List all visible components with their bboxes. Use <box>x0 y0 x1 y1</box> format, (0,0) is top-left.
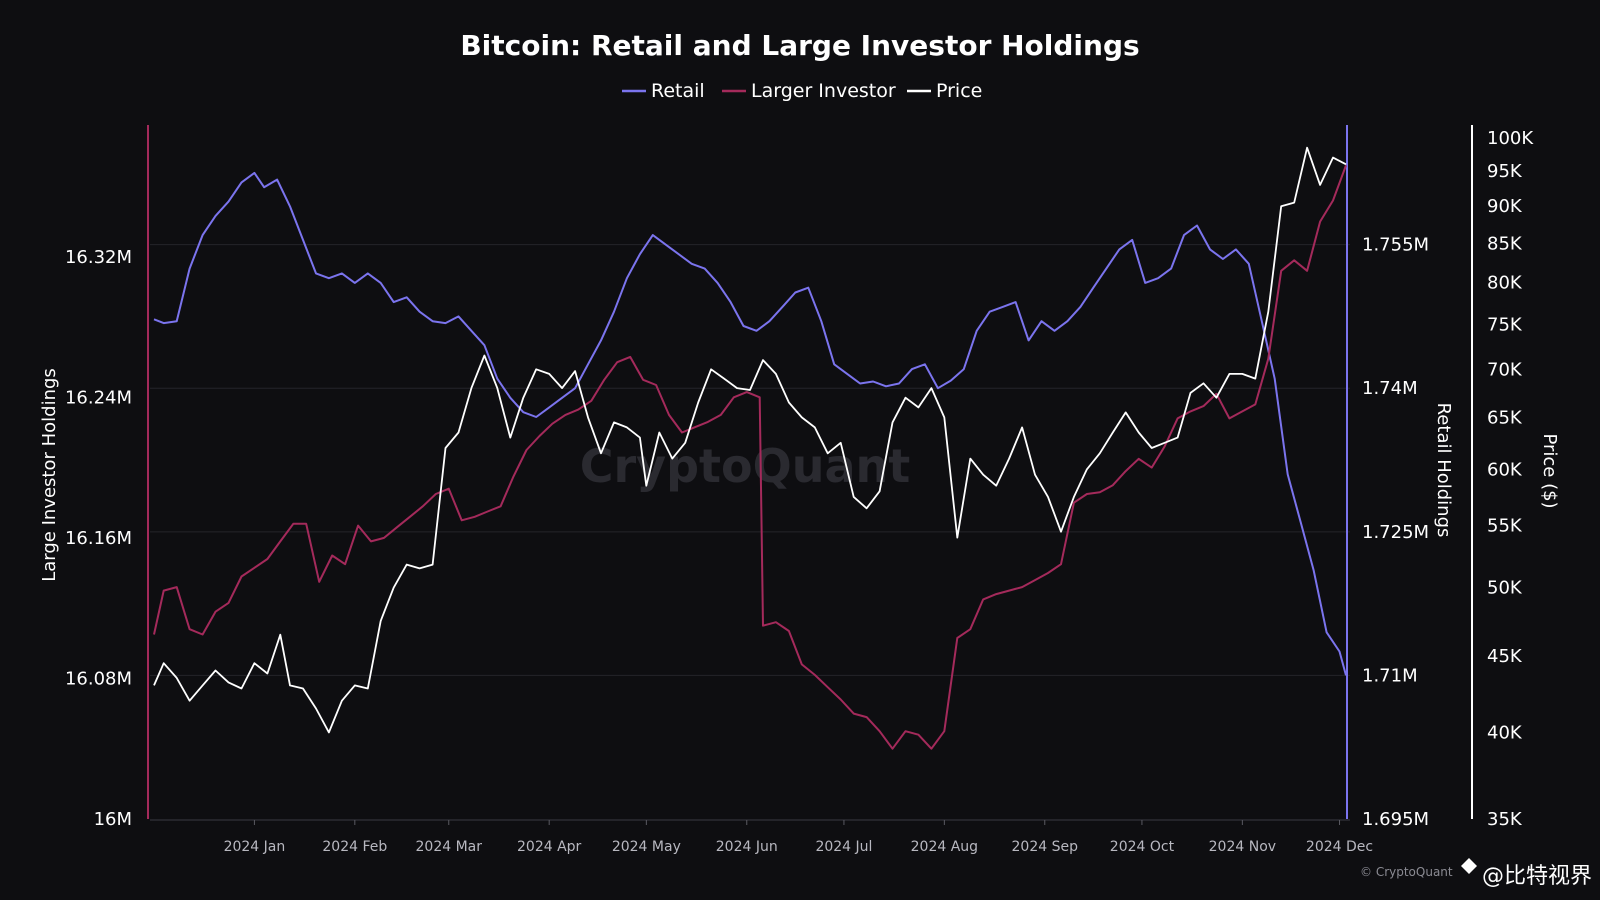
left-axis-title: Large Investor Holdings <box>39 368 60 582</box>
x-tick-label: 2024 Aug <box>911 839 978 855</box>
price-tick-label: 70K <box>1487 359 1523 380</box>
price-tick-label: 80K <box>1487 273 1523 294</box>
retail-axis-title: Retail Holdings <box>1433 403 1454 538</box>
legend-item-larger-investor[interactable]: Larger Investor <box>722 80 896 102</box>
watermark: CryptoQuant <box>580 439 911 493</box>
price-tick-label: 50K <box>1487 578 1523 599</box>
price-axis-title: Price ($) <box>1539 433 1560 508</box>
legend-label-retail: Retail <box>651 80 705 102</box>
price-tick-label: 95K <box>1487 161 1523 182</box>
retail-tick-label: 1.74M <box>1362 378 1418 399</box>
series-line-price <box>153 146 1347 734</box>
x-tick-label: 2024 Dec <box>1306 839 1373 855</box>
x-tick-label: 2024 Jul <box>815 839 872 855</box>
price-tick-label: 100K <box>1487 128 1534 149</box>
x-tick-label: 2024 Sep <box>1012 839 1079 855</box>
x-tick-label: 2024 Jan <box>224 839 286 855</box>
x-tick-label: 2024 Oct <box>1110 839 1175 855</box>
x-tick-label: 2024 Nov <box>1209 839 1276 855</box>
left-tick-label: 16.32M <box>65 247 132 268</box>
retail-tick-label: 1.755M <box>1362 235 1429 256</box>
price-tick-label: 45K <box>1487 646 1523 667</box>
price-tick-label: 40K <box>1487 722 1523 743</box>
x-tick-label: 2024 Mar <box>416 839 483 855</box>
retail-tick-label: 1.695M <box>1362 809 1429 830</box>
retail-tick-label: 1.725M <box>1362 522 1429 543</box>
legend-label-price: Price <box>936 80 982 102</box>
brand-label: @比特视界 <box>1482 864 1592 889</box>
left-axis-ticks: 16M 16.08M 16.16M 16.24M 16.32M <box>65 247 132 830</box>
brand-badge: @比特视界 <box>1461 858 1592 889</box>
price-tick-label: 35K <box>1487 809 1523 830</box>
retail-tick-label: 1.71M <box>1362 665 1418 686</box>
price-tick-label: 65K <box>1487 407 1523 428</box>
x-tick-label: 2024 Jun <box>716 839 778 855</box>
retail-axis-ticks: 1.695M 1.71M 1.725M 1.74M 1.755M <box>1362 235 1429 830</box>
left-tick-label: 16M <box>94 809 132 830</box>
diamond-logo-icon <box>1461 858 1477 874</box>
price-tick-label: 60K <box>1487 459 1523 480</box>
legend-label-larger-investor: Larger Investor <box>751 80 896 102</box>
price-tick-label: 85K <box>1487 233 1523 254</box>
axes <box>147 125 1473 821</box>
x-axis-ticks: 2024 Jan 2024 Feb 2024 Mar 2024 Apr 2024 May… <box>224 820 1373 855</box>
series-line-retail <box>153 171 1347 676</box>
x-tick-label: 2024 May <box>612 839 681 855</box>
price-tick-label: 55K <box>1487 516 1523 537</box>
legend-item-retail[interactable]: Retail <box>622 80 705 102</box>
x-tick-label: 2024 Apr <box>517 839 582 855</box>
legend: Retail Larger Investor Price <box>622 80 982 102</box>
price-tick-label: 75K <box>1487 315 1523 336</box>
left-tick-label: 16.08M <box>65 668 132 689</box>
chart-title: Bitcoin: Retail and Large Investor Holdi… <box>460 29 1139 62</box>
left-tick-label: 16.24M <box>65 387 132 408</box>
series-lines <box>153 146 1347 750</box>
price-axis-ticks: 35K 40K 45K 50K 55K 60K 65K 70K 75K 80K 85K 90K 95K 1… <box>1487 128 1534 830</box>
legend-item-price[interactable]: Price <box>907 80 982 102</box>
left-tick-label: 16.16M <box>65 528 132 549</box>
x-tick-label: 2024 Feb <box>322 839 387 855</box>
price-tick-label: 90K <box>1487 196 1523 217</box>
series-line-larger-investor <box>153 165 1347 750</box>
source-credit: © CryptoQuant <box>1360 865 1453 879</box>
